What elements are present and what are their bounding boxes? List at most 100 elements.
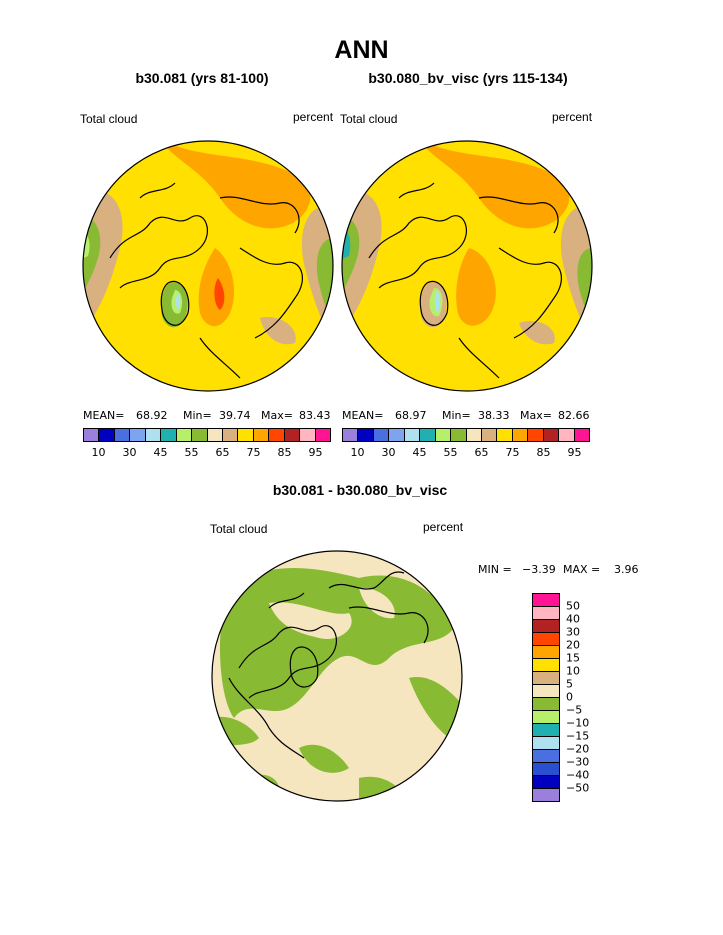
panel1-max-label: Max= bbox=[261, 409, 293, 422]
colorbar-swatch bbox=[145, 429, 162, 441]
colorbar-tick-label: 15 bbox=[566, 651, 580, 665]
colorbar-swatch bbox=[533, 659, 559, 672]
colorbar-swatch bbox=[481, 429, 498, 441]
panel1-min-label: Min= bbox=[183, 409, 212, 422]
diff-polar-map bbox=[211, 550, 463, 802]
colorbar-swatch bbox=[533, 672, 559, 685]
colorbar-swatch bbox=[533, 594, 559, 607]
colorbar-swatch bbox=[389, 429, 405, 441]
colorbar-swatch bbox=[533, 646, 559, 659]
diff-variable-label: Total cloud bbox=[210, 522, 268, 536]
colorbar-swatch bbox=[559, 429, 575, 441]
panel2-units-label: percent bbox=[552, 110, 593, 124]
colorbar-swatch bbox=[114, 429, 131, 441]
colorbar-tick-label: −40 bbox=[566, 768, 590, 782]
diff-max-label: MAX = bbox=[563, 563, 601, 576]
colorbar-swatch bbox=[533, 737, 559, 750]
panel1-subtitle: b30.081 (yrs 81-100) bbox=[135, 70, 269, 86]
colorbar-tick-label: 95 bbox=[567, 446, 582, 459]
colorbar-tick-label: 30 bbox=[566, 625, 580, 639]
colorbar-tick-label: 85 bbox=[277, 446, 292, 459]
colorbar-tick-label: 65 bbox=[215, 446, 230, 459]
panel1-polar-map bbox=[82, 140, 334, 392]
panel2-coastlines bbox=[368, 182, 562, 379]
colorbar-swatch bbox=[373, 429, 390, 441]
diff-colorbar bbox=[532, 593, 560, 802]
colorbar-swatch bbox=[300, 429, 316, 441]
colorbar-swatch bbox=[222, 429, 239, 441]
colorbar-tick-label: 65 bbox=[474, 446, 489, 459]
colorbar-tick-label: −50 bbox=[566, 781, 590, 795]
panel1-colorbar bbox=[83, 428, 331, 442]
colorbar-swatch bbox=[533, 633, 559, 646]
diff-subtitle: b30.081 - b30.080_bv_visc bbox=[272, 482, 448, 498]
panel1-mean-label: MEAN= bbox=[83, 409, 125, 422]
colorbar-swatch bbox=[420, 429, 436, 441]
colorbar-swatch bbox=[315, 429, 330, 441]
panel2-mean-value: 68.97 bbox=[395, 409, 427, 422]
colorbar-tick-label: 45 bbox=[153, 446, 168, 459]
colorbar-swatch bbox=[533, 698, 559, 711]
panel1-stats: MEAN= 68.92 Min= 39.74 Max= 83.43 bbox=[83, 409, 333, 423]
diff-coastlines bbox=[228, 571, 429, 759]
colorbar-swatch bbox=[533, 724, 559, 737]
panel1-max-value: 83.43 bbox=[299, 409, 331, 422]
colorbar-swatch bbox=[84, 429, 100, 441]
colorbar-swatch bbox=[238, 429, 254, 441]
colorbar-tick-label: 55 bbox=[184, 446, 199, 459]
colorbar-swatch bbox=[176, 429, 193, 441]
panel1-units-label: percent bbox=[293, 110, 334, 124]
panel2-min-value: 38.33 bbox=[478, 409, 510, 422]
colorbar-tick-label: 30 bbox=[381, 446, 396, 459]
colorbar-tick-label: 20 bbox=[566, 638, 580, 652]
colorbar-tick-label: 45 bbox=[412, 446, 427, 459]
colorbar-swatch bbox=[574, 429, 589, 441]
colorbar-tick-label: −10 bbox=[566, 716, 590, 730]
diff-min-value: −3.39 bbox=[522, 563, 556, 576]
colorbar-swatch bbox=[130, 429, 146, 441]
colorbar-tick-label: 30 bbox=[122, 446, 137, 459]
colorbar-tick-label: −30 bbox=[566, 755, 590, 769]
colorbar-swatch bbox=[533, 763, 559, 776]
colorbar-tick-label: 5 bbox=[566, 677, 573, 691]
panel2-stats: MEAN= 68.97 Min= 38.33 Max= 82.66 bbox=[342, 409, 592, 423]
diff-units-label: percent bbox=[423, 520, 464, 534]
colorbar-tick-label: 55 bbox=[443, 446, 458, 459]
colorbar-swatch bbox=[284, 429, 301, 441]
page-title: ANN bbox=[334, 36, 389, 64]
panel2-mean-label: MEAN= bbox=[342, 409, 384, 422]
colorbar-tick-label: 75 bbox=[505, 446, 520, 459]
panel2-subtitle: b30.080_bv_visc (yrs 115-134) bbox=[368, 70, 568, 86]
colorbar-swatch bbox=[253, 429, 270, 441]
panel1-coastlines bbox=[109, 182, 303, 379]
colorbar-swatch bbox=[497, 429, 513, 441]
colorbar-swatch bbox=[161, 429, 177, 441]
colorbar-swatch bbox=[358, 429, 374, 441]
colorbar-swatch bbox=[533, 620, 559, 633]
panel2-cloud-field bbox=[342, 141, 592, 391]
colorbar-tick-label: 40 bbox=[566, 612, 580, 626]
colorbar-tick-label: 10 bbox=[91, 446, 106, 459]
colorbar-swatch bbox=[533, 789, 559, 801]
colorbar-tick-label: 85 bbox=[536, 446, 551, 459]
colorbar-swatch bbox=[533, 776, 559, 789]
panel2-min-label: Min= bbox=[442, 409, 471, 422]
colorbar-tick-label: −15 bbox=[566, 729, 590, 743]
panel1-min-value: 39.74 bbox=[219, 409, 251, 422]
colorbar-tick-label: −20 bbox=[566, 742, 590, 756]
diff-max-value: 3.96 bbox=[614, 563, 639, 576]
colorbar-tick-label: 0 bbox=[566, 690, 573, 704]
colorbar-swatch bbox=[435, 429, 452, 441]
colorbar-swatch bbox=[99, 429, 115, 441]
colorbar-swatch bbox=[192, 429, 208, 441]
panel2-colorbar bbox=[342, 428, 590, 442]
panel2-variable-label: Total cloud bbox=[340, 112, 398, 126]
colorbar-swatch bbox=[466, 429, 482, 441]
colorbar-swatch bbox=[404, 429, 421, 441]
colorbar-tick-label: 50 bbox=[566, 599, 580, 613]
colorbar-swatch bbox=[451, 429, 467, 441]
colorbar-swatch bbox=[533, 750, 559, 763]
colorbar-swatch bbox=[207, 429, 223, 441]
colorbar-swatch bbox=[512, 429, 529, 441]
panel1-cloud-field bbox=[83, 141, 333, 391]
